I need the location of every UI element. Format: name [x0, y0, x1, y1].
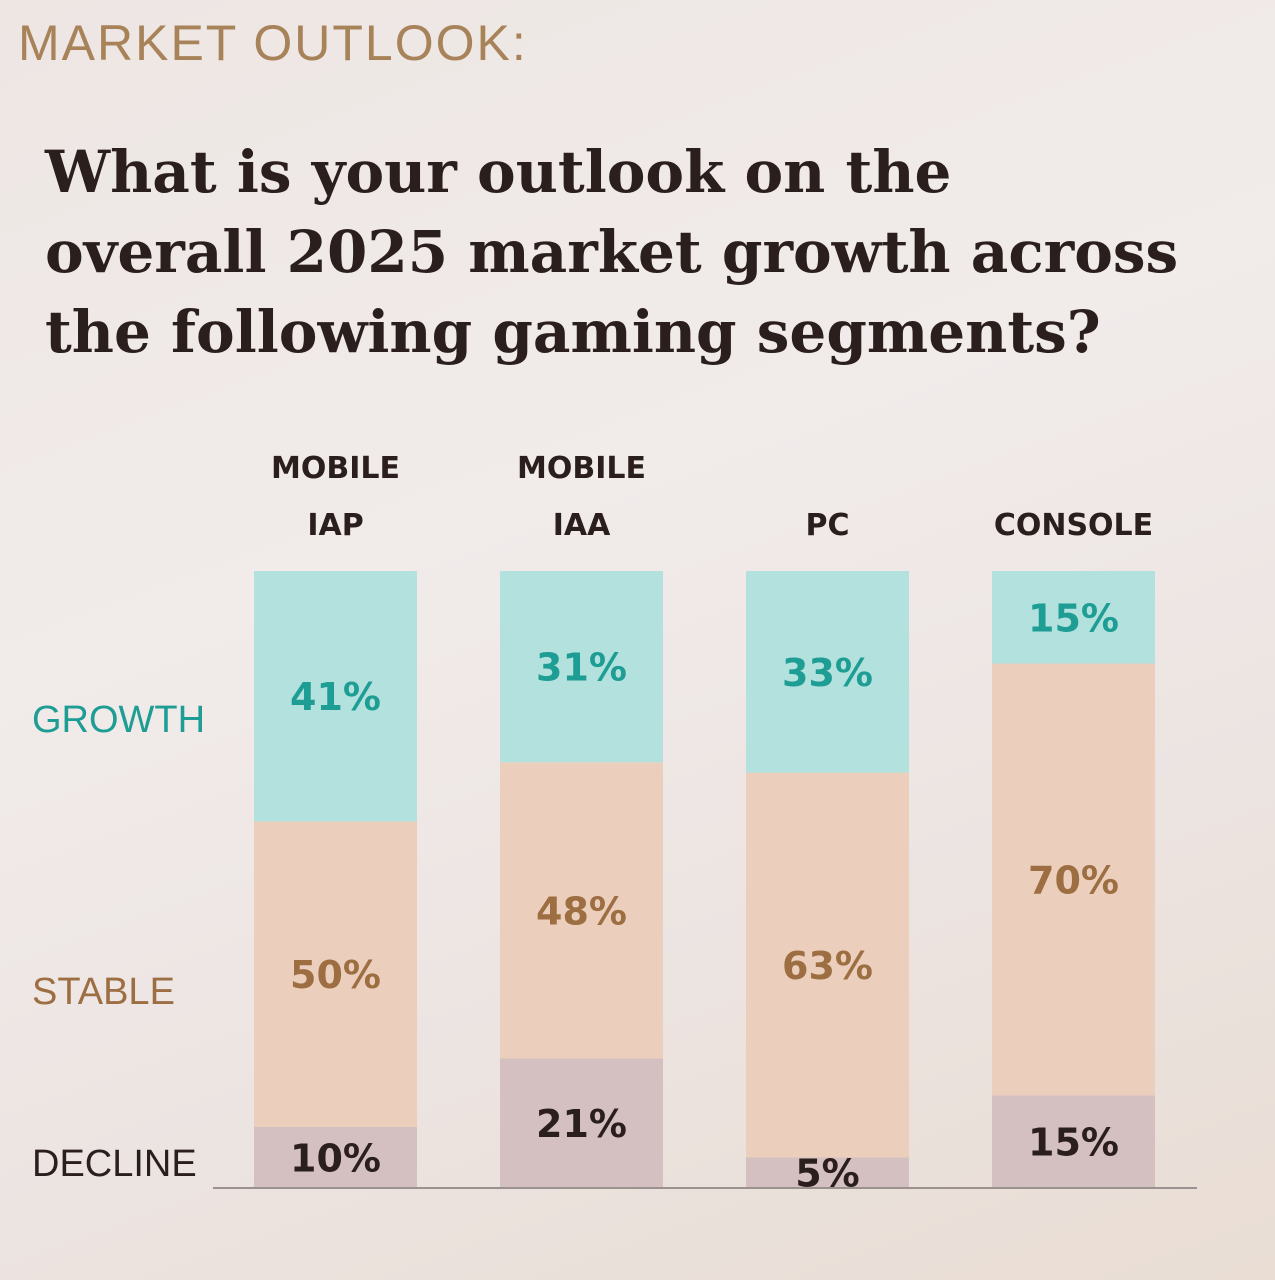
data-label: 15%	[1028, 1121, 1119, 1165]
data-label: 50%	[290, 953, 381, 997]
bar-segment-growth	[254, 571, 417, 822]
bar-segment-decline	[992, 1095, 1155, 1188]
chart-title: What is your outlook on the overall 2025…	[45, 132, 1265, 372]
kicker-label: MARKET OUTLOOK:	[18, 15, 528, 71]
title-line: What is your outlook on the	[45, 138, 952, 206]
data-label: 48%	[536, 889, 627, 933]
data-label: 70%	[1028, 859, 1119, 903]
bar-segment-stable	[500, 762, 663, 1059]
category-label: CONSOLE	[994, 508, 1153, 543]
bar-segment-decline	[500, 1058, 663, 1188]
bar-segment-growth	[500, 571, 663, 763]
bar-segment-growth	[992, 571, 1155, 664]
data-label: 31%	[536, 646, 627, 690]
title-line: overall 2025 market growth across	[45, 218, 1179, 286]
row-label-growth: GROWTH	[32, 699, 205, 741]
category-label: IAA	[553, 508, 611, 543]
row-label-decline: DECLINE	[32, 1143, 197, 1185]
bar-segment-decline	[254, 1126, 417, 1188]
row-label-stable: STABLE	[32, 971, 175, 1013]
data-label: 41%	[290, 675, 381, 719]
data-label: 15%	[1028, 596, 1119, 640]
title-line: the following gaming segments?	[45, 298, 1101, 366]
bar-segment-stable	[746, 772, 909, 1158]
category-label: PC	[805, 508, 849, 543]
data-label: 10%	[290, 1136, 381, 1180]
bar-segment-decline	[746, 1157, 909, 1188]
bar-segment-stable	[992, 663, 1155, 1096]
category-label: MOBILE	[271, 451, 400, 486]
bar-segment-stable	[254, 821, 417, 1127]
data-label: 5%	[795, 1152, 860, 1196]
bar-segment-growth	[746, 571, 909, 773]
data-label: 21%	[536, 1102, 627, 1146]
category-label: IAP	[307, 508, 363, 543]
data-label: 63%	[782, 944, 873, 988]
category-label: MOBILE	[517, 451, 646, 486]
data-label: 33%	[782, 651, 873, 695]
